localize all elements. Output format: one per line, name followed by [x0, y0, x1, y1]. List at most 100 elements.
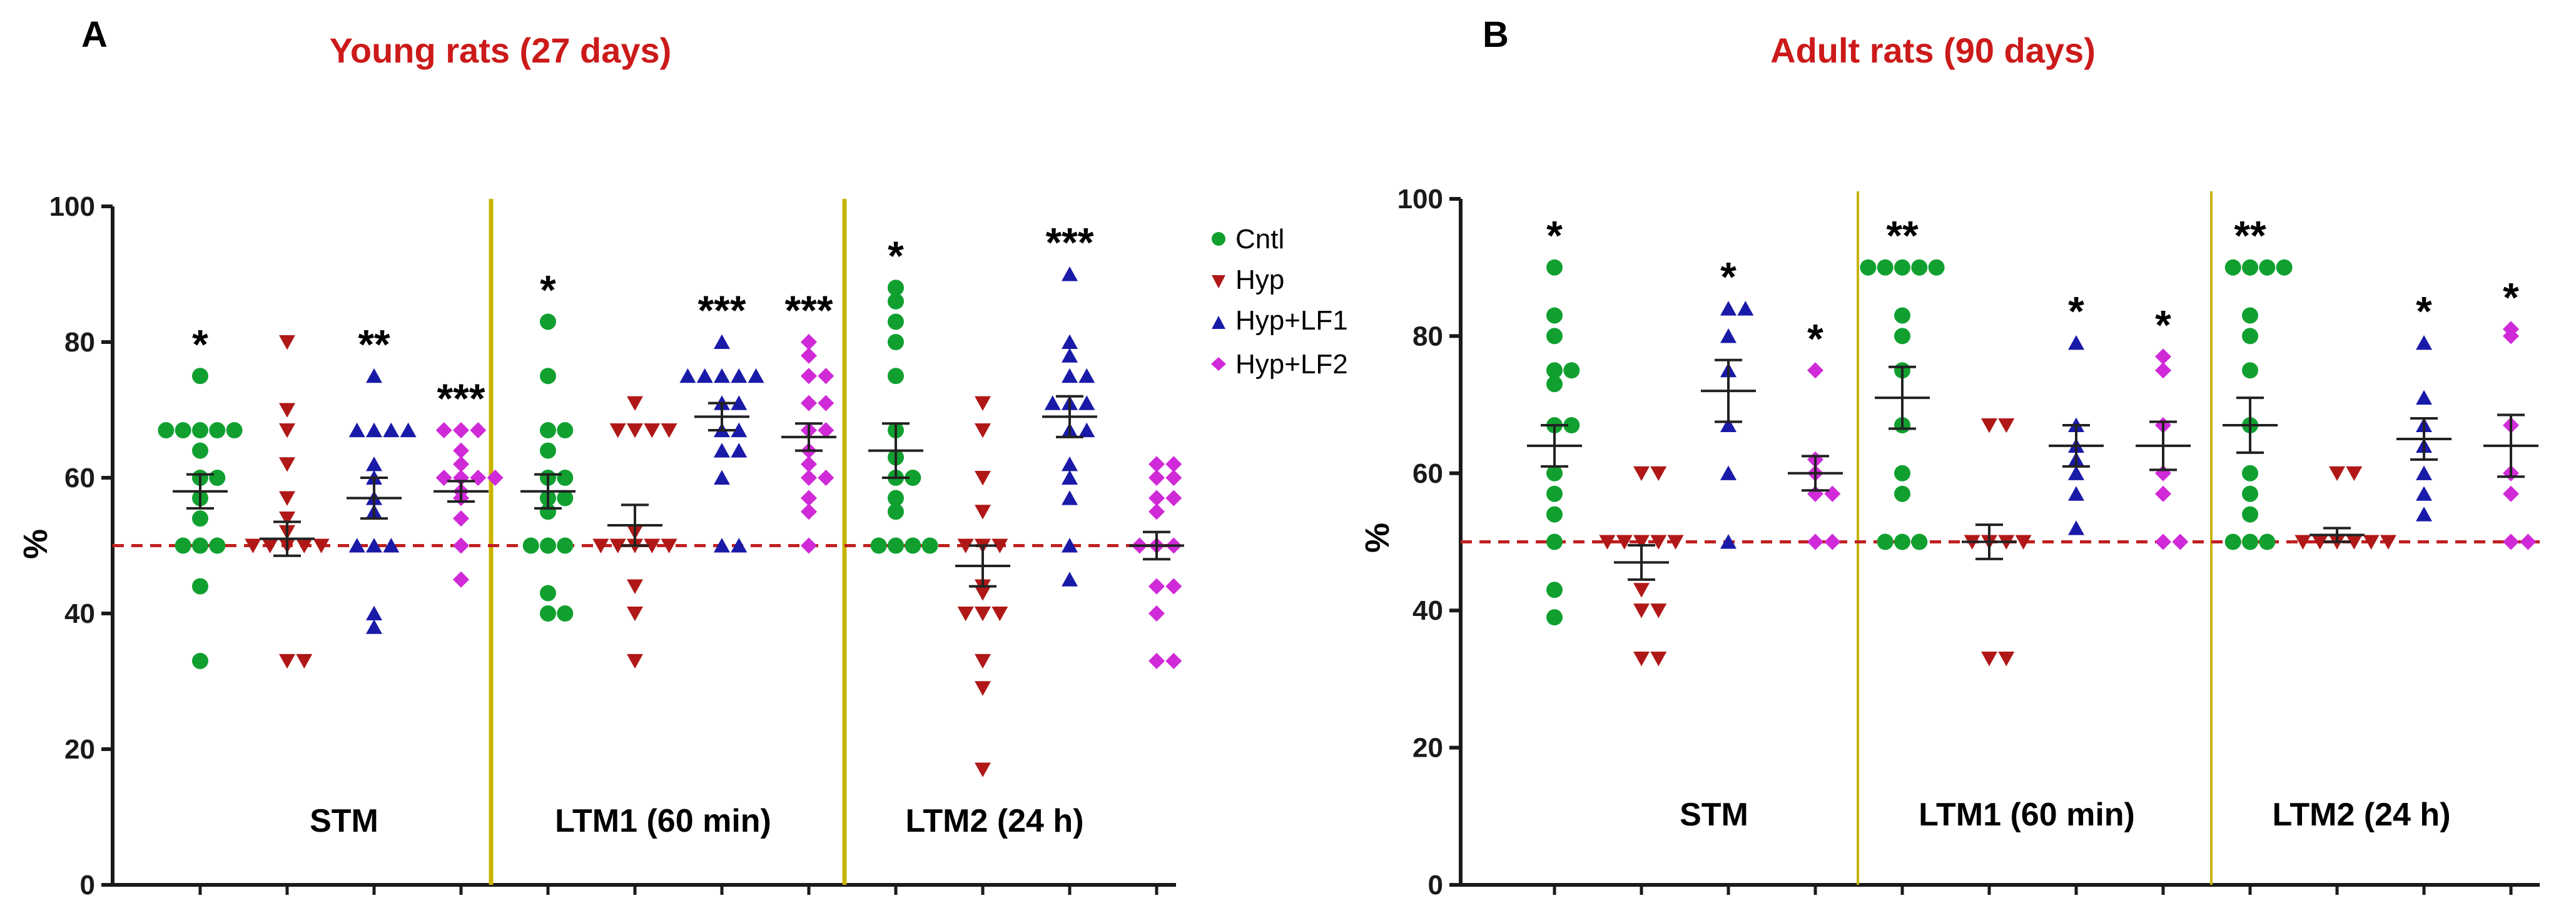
- panel-a-hyp-lf2-point: [453, 510, 469, 527]
- panel-a-hyp-lf2-point: [453, 442, 469, 459]
- panel-a-hyp-point: [975, 762, 991, 777]
- panel-a-hyp-lf2-point: [801, 490, 817, 507]
- panel-a-hyp-lf2-point: [818, 395, 834, 411]
- panel-b-hyp-point: [1633, 466, 1650, 482]
- panel-a-letter: A: [81, 14, 108, 55]
- panel-b-cntl-point: [1546, 582, 1563, 598]
- panel-a-hyp-lf2-point: [470, 422, 487, 439]
- panel-a-cntl-point: [192, 537, 208, 554]
- panel-a-cntl-point: [921, 537, 938, 554]
- panel-b-cntl-point: [1911, 533, 1928, 550]
- panel-b-cntl-point: [1546, 328, 1563, 345]
- panel-b-hyp-lf2-point: [2155, 533, 2171, 550]
- panel-a-hyp-lf2-point: [1165, 490, 1182, 507]
- panel-b-cntl-point: [2242, 307, 2258, 324]
- legend-hyp-lf1-marker: [1212, 316, 1225, 329]
- panel-a-segment-stm: STM: [310, 803, 378, 839]
- panel-b-hyp-lf1-point: [2416, 486, 2432, 501]
- panel-b-cntl-point: [1546, 465, 1563, 482]
- panel-b-hyp-lf2-significance: *: [2155, 301, 2171, 348]
- panel-b-hyp-point: [1981, 418, 1997, 433]
- panel-a-hyp-lf2-point: [470, 470, 487, 486]
- panel-b-cntl-point: [1877, 533, 1894, 550]
- panel-a-cntl-point: [192, 368, 208, 385]
- panel-b-hyp-lf2-point: [1824, 533, 1841, 550]
- panel-a-cntl-point: [888, 503, 904, 520]
- panel-b-cntl-point: [1546, 485, 1563, 502]
- panel-b-hyp-lf2-point: [1824, 485, 1841, 502]
- panel-a-cntl-point: [209, 470, 226, 486]
- panel-b-cntl-point: [1877, 259, 1894, 276]
- panel-a-hyp-lf2-point: [1149, 652, 1165, 669]
- panel-b-cntl-point: [2224, 533, 2241, 550]
- panel-a-hyp-point: [296, 653, 313, 669]
- panel-a-hyp-lf1-point: [366, 619, 382, 634]
- panel-a-hyp-lf2-point: [1165, 578, 1182, 595]
- panel-b-letter: B: [1483, 14, 1509, 55]
- panel-a-hyp-lf1-point: [1062, 572, 1078, 587]
- panel-a-hyp-point: [245, 538, 261, 553]
- panel-a-hyp-lf1-point: [366, 422, 382, 438]
- panel-a-hyp-lf2-point: [1149, 470, 1165, 486]
- panel-b-hyp-lf1-point: [1720, 465, 1737, 480]
- panel-a-hyp-lf2-point: [818, 368, 834, 385]
- panel-b-cntl-point: [1860, 259, 1877, 276]
- panel-a-cntl-point: [192, 510, 208, 527]
- panel-b-hyp-point: [1633, 651, 1650, 667]
- panel-b-cntl-significance: **: [1886, 213, 1919, 259]
- panel-b-cntl-point: [2242, 533, 2258, 550]
- panel-a-hyp-lf1-point: [1062, 538, 1078, 553]
- panel-a-hyp-lf1-point: [714, 334, 730, 350]
- panel-b-hyp-lf1-point: [1720, 417, 1737, 433]
- panel-a-segment-ltm2: LTM2 (24 h): [905, 803, 1083, 839]
- panel-b-cntl-point: [2242, 259, 2258, 276]
- panel-a-hyp-lf2-point: [801, 368, 817, 385]
- panel-a-hyp-lf1-point: [1078, 422, 1095, 438]
- panel-b-cntl-point: [2242, 362, 2258, 379]
- panel-a-cntl-point: [192, 442, 208, 459]
- panel-a-hyp-lf1-point: [383, 422, 400, 438]
- panel-a-hyp-lf1-significance: ***: [1045, 219, 1093, 266]
- panel-a-cntl-point: [192, 578, 208, 595]
- panel-a-ytick-label: 80: [64, 327, 95, 358]
- panel-a-hyp-lf1-point: [714, 368, 730, 383]
- panel-a-cntl-significance: *: [888, 233, 904, 279]
- panel-a-hyp-lf2-point: [1149, 503, 1165, 520]
- panel-a-hyp-lf1-point: [348, 422, 365, 438]
- panel-a-hyp-lf1-point: [383, 538, 400, 553]
- panel-a-hyp-point: [975, 653, 991, 669]
- panel-b-hyp-lf1-point: [2068, 520, 2084, 535]
- panel-a-hyp-point: [975, 423, 991, 438]
- panel-a-hyp-lf2-point: [453, 537, 469, 554]
- panel-a-hyp-point: [296, 538, 313, 553]
- panel-a-hyp-lf1-significance: **: [358, 321, 390, 367]
- panel-a-cntl-point: [540, 585, 556, 602]
- panel-a-hyp-lf1-point: [679, 368, 696, 383]
- panel-b-cntl-point: [1911, 259, 1928, 276]
- panel-a-hyp-lf1-point: [1062, 266, 1078, 281]
- panel-a-cntl-point: [540, 605, 556, 622]
- panel-a-hyp-point: [644, 538, 661, 553]
- legend-hyp-marker: [1212, 275, 1225, 288]
- panel-b-ylabel: %: [1359, 523, 1396, 553]
- panel-b-hyp-point: [2346, 535, 2363, 550]
- panel-a-title: Young rats (27 days): [330, 31, 672, 70]
- panel-b-hyp-lf1-point: [1720, 328, 1737, 343]
- panel-b-cntl-significance: *: [1546, 213, 1563, 259]
- panel-a-ylabel: %: [17, 529, 54, 559]
- panel-a-cntl-significance: *: [540, 266, 556, 313]
- panel-a-cntl-point: [557, 422, 574, 439]
- panel-a-cntl-significance: *: [192, 321, 208, 367]
- panel-b-hyp-lf2-point: [2503, 328, 2519, 345]
- panel-b-hyp-lf2-significance: *: [1807, 315, 1823, 361]
- panel-a-hyp-point: [627, 579, 643, 594]
- panel-b-hyp-lf2-point: [2503, 485, 2519, 502]
- panel-b-cntl-point: [2242, 506, 2258, 523]
- panel-a-cntl-point: [192, 422, 208, 439]
- panel-b-cntl-point: [1894, 485, 1910, 502]
- panel-a-cntl-point: [557, 470, 574, 486]
- panel-b-hyp-point: [1981, 651, 1997, 667]
- panel-a-hyp-point: [661, 538, 677, 553]
- panel-a-hyp-lf2-point: [801, 395, 817, 411]
- panel-a-hyp-point: [627, 423, 643, 438]
